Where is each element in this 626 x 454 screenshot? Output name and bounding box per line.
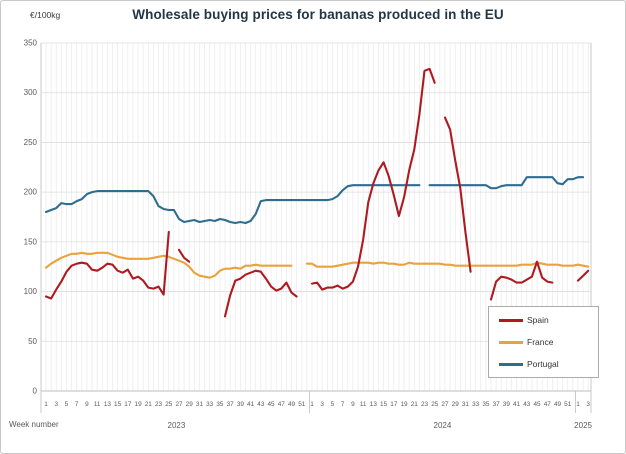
svg-text:33: 33 bbox=[472, 401, 480, 408]
svg-text:250: 250 bbox=[24, 138, 38, 147]
svg-text:49: 49 bbox=[554, 401, 562, 408]
svg-text:9: 9 bbox=[85, 401, 89, 408]
svg-text:0: 0 bbox=[33, 387, 38, 396]
svg-text:37: 37 bbox=[493, 401, 501, 408]
svg-text:41: 41 bbox=[247, 401, 255, 408]
svg-text:350: 350 bbox=[24, 39, 38, 48]
svg-text:3: 3 bbox=[586, 401, 590, 408]
svg-text:17: 17 bbox=[124, 401, 132, 408]
svg-text:35: 35 bbox=[216, 401, 224, 408]
svg-text:25: 25 bbox=[431, 401, 439, 408]
svg-text:23: 23 bbox=[421, 401, 429, 408]
svg-text:45: 45 bbox=[533, 401, 541, 408]
x-axis-label: Week number bbox=[9, 420, 59, 429]
svg-text:7: 7 bbox=[341, 401, 345, 408]
svg-text:23: 23 bbox=[155, 401, 163, 408]
svg-text:41: 41 bbox=[513, 401, 521, 408]
svg-text:33: 33 bbox=[206, 401, 214, 408]
svg-text:27: 27 bbox=[175, 401, 183, 408]
svg-text:11: 11 bbox=[360, 401, 367, 408]
svg-text:29: 29 bbox=[452, 401, 460, 408]
svg-text:1: 1 bbox=[310, 401, 314, 408]
svg-text:47: 47 bbox=[544, 401, 552, 408]
legend-item-spain: Spain bbox=[499, 309, 598, 331]
legend-item-portugal: Portugal bbox=[499, 353, 598, 375]
svg-text:150: 150 bbox=[24, 237, 38, 246]
svg-text:5: 5 bbox=[331, 401, 335, 408]
france-line-swatch bbox=[499, 340, 523, 344]
svg-text:25: 25 bbox=[165, 401, 173, 408]
y-axis-unit-label: €/100kg bbox=[30, 10, 61, 20]
svg-text:45: 45 bbox=[268, 401, 276, 408]
svg-text:200: 200 bbox=[24, 188, 38, 197]
svg-text:100: 100 bbox=[24, 287, 38, 296]
legend-item-france: France bbox=[499, 331, 598, 353]
svg-text:300: 300 bbox=[24, 88, 38, 97]
legend-label-france: France bbox=[527, 337, 554, 347]
svg-text:43: 43 bbox=[523, 401, 531, 408]
svg-text:35: 35 bbox=[482, 401, 490, 408]
svg-text:29: 29 bbox=[186, 401, 194, 408]
svg-text:2024: 2024 bbox=[434, 421, 452, 430]
svg-text:2025: 2025 bbox=[574, 421, 592, 430]
svg-text:39: 39 bbox=[503, 401, 511, 408]
svg-text:11: 11 bbox=[94, 401, 101, 408]
svg-text:31: 31 bbox=[462, 401, 470, 408]
svg-text:50: 50 bbox=[28, 337, 37, 346]
svg-text:1: 1 bbox=[44, 401, 48, 408]
svg-text:21: 21 bbox=[145, 401, 153, 408]
legend-label-portugal: Portugal bbox=[527, 359, 559, 369]
svg-text:13: 13 bbox=[104, 401, 112, 408]
svg-text:7: 7 bbox=[75, 401, 79, 408]
svg-text:43: 43 bbox=[257, 401, 265, 408]
svg-text:31: 31 bbox=[196, 401, 204, 408]
svg-text:3: 3 bbox=[54, 401, 58, 408]
svg-text:3: 3 bbox=[320, 401, 324, 408]
svg-text:17: 17 bbox=[390, 401, 398, 408]
svg-text:9: 9 bbox=[351, 401, 355, 408]
legend: Spain France Portugal bbox=[488, 306, 599, 378]
svg-text:39: 39 bbox=[237, 401, 245, 408]
svg-text:51: 51 bbox=[298, 401, 306, 408]
svg-text:1: 1 bbox=[576, 401, 580, 408]
portugal-line-swatch bbox=[499, 362, 523, 366]
svg-text:51: 51 bbox=[564, 401, 572, 408]
svg-text:15: 15 bbox=[380, 401, 388, 408]
legend-label-spain: Spain bbox=[527, 315, 549, 325]
svg-text:27: 27 bbox=[441, 401, 449, 408]
svg-text:21: 21 bbox=[411, 401, 419, 408]
svg-text:5: 5 bbox=[65, 401, 69, 408]
svg-text:49: 49 bbox=[288, 401, 296, 408]
svg-text:47: 47 bbox=[278, 401, 286, 408]
svg-text:15: 15 bbox=[114, 401, 122, 408]
svg-text:19: 19 bbox=[135, 401, 143, 408]
svg-text:19: 19 bbox=[401, 401, 409, 408]
chart-title: Wholesale buying prices for bananas prod… bbox=[132, 7, 504, 22]
spain-line-swatch bbox=[499, 318, 523, 322]
svg-text:13: 13 bbox=[370, 401, 378, 408]
svg-text:2023: 2023 bbox=[168, 421, 186, 430]
svg-text:37: 37 bbox=[227, 401, 235, 408]
